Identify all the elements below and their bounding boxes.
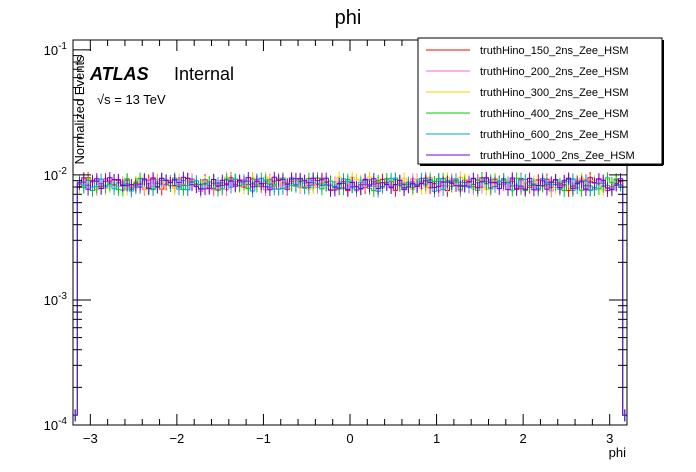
y-tick-label: 10-3: [44, 291, 68, 308]
legend-label: truthHino_600_2ns_Zee_HSM: [480, 129, 629, 141]
legend-entry: truthHino_1000_2ns_Zee_HSM: [426, 150, 635, 162]
x-axis-label: phi: [609, 445, 626, 460]
x-tick-label: −1: [256, 431, 271, 446]
series-layer: [73, 171, 627, 422]
series-line: [73, 177, 627, 416]
atlas-experiment-label: ATLAS: [89, 64, 149, 84]
legend-entries: truthHino_150_2ns_Zee_HSM truthHino_200_2…: [426, 45, 635, 162]
legend-label: truthHino_200_2ns_Zee_HSM: [480, 66, 629, 78]
series-truthHino_150_2ns_Zee_HSM: [73, 172, 627, 422]
energy-label: √s = 13 TeV: [97, 92, 166, 107]
series-truthHino_400_2ns_Zee_HSM: [73, 172, 627, 422]
series-truthHino_1000_2ns_Zee_HSM: [73, 171, 627, 422]
legend-label: truthHino_400_2ns_Zee_HSM: [480, 108, 629, 120]
y-axis-label: Normalized Events: [72, 55, 87, 165]
x-tick-label: 1: [433, 431, 440, 446]
series-truthHino_600_2ns_Zee_HSM: [73, 172, 627, 422]
atlas-label: ATLAS Internal √s = 13 TeV: [89, 64, 234, 107]
series-line: [73, 177, 627, 416]
legend-label: truthHino_1000_2ns_Zee_HSM: [480, 150, 635, 162]
series-line: [73, 176, 627, 416]
x-tick-label: −2: [169, 431, 184, 446]
legend-label: truthHino_150_2ns_Zee_HSM: [480, 45, 629, 57]
atlas-status-label: Internal: [174, 64, 234, 84]
legend-entry: truthHino_600_2ns_Zee_HSM: [426, 129, 629, 141]
legend: truthHino_150_2ns_Zee_HSM truthHino_200_2…: [417, 37, 664, 166]
series-line: [73, 176, 627, 416]
chart-title: phi: [335, 7, 362, 29]
x-tick-label: 2: [520, 431, 527, 446]
x-tick-label: −3: [83, 431, 98, 446]
x-tick-label: 3: [606, 431, 613, 446]
legend-entry: truthHino_150_2ns_Zee_HSM: [426, 45, 629, 57]
legend-entry: truthHino_400_2ns_Zee_HSM: [426, 108, 629, 120]
y-tick-label: 10-4: [44, 416, 68, 433]
y-tick-label: 10-1: [44, 41, 68, 58]
series-truthHino_200_2ns_Zee_HSM: [73, 172, 627, 422]
legend-entry: truthHino_200_2ns_Zee_HSM: [426, 66, 629, 78]
legend-entry: truthHino_300_2ns_Zee_HSM: [426, 87, 629, 99]
legend-label: truthHino_300_2ns_Zee_HSM: [480, 87, 629, 99]
series-truthHino_300_2ns_Zee_HSM: [73, 171, 627, 422]
series-line: [73, 177, 627, 416]
legend-box: [417, 37, 663, 165]
x-tick-label: 0: [346, 431, 353, 446]
series-line: [73, 177, 627, 416]
y-tick-label: 10-2: [44, 166, 68, 183]
